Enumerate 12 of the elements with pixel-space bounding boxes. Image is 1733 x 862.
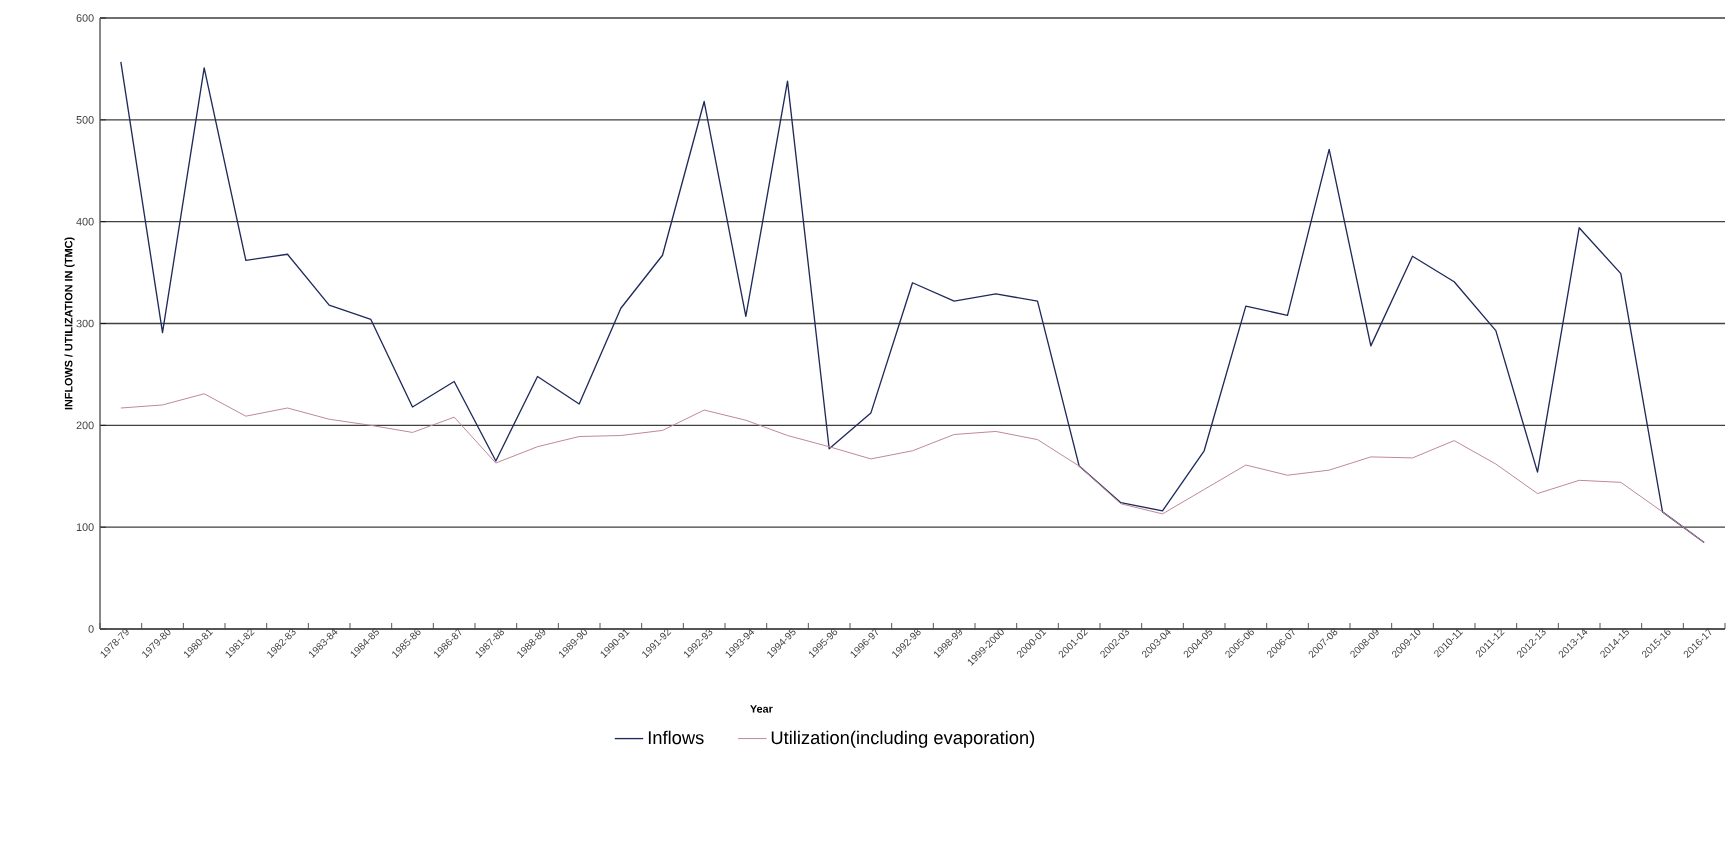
y-tick-label: 200 (76, 421, 94, 430)
x-axis-title: Year (750, 705, 773, 713)
y-axis-title: INFLOWS / UTILIZATION IN (TMC) (64, 237, 75, 410)
y-tick-label: 500 (76, 116, 94, 124)
y-tick-label: 100 (76, 523, 94, 531)
y-tick-label: 600 (76, 14, 94, 22)
y-tick-label: 400 (76, 217, 94, 226)
legend-label: Inflows (648, 730, 704, 745)
line-series (120, 393, 1705, 543)
legend-label: Utilization(including evaporation) (771, 730, 1035, 748)
y-tick-label: 300 (76, 319, 94, 328)
y-tick-label: 0 (88, 625, 94, 633)
